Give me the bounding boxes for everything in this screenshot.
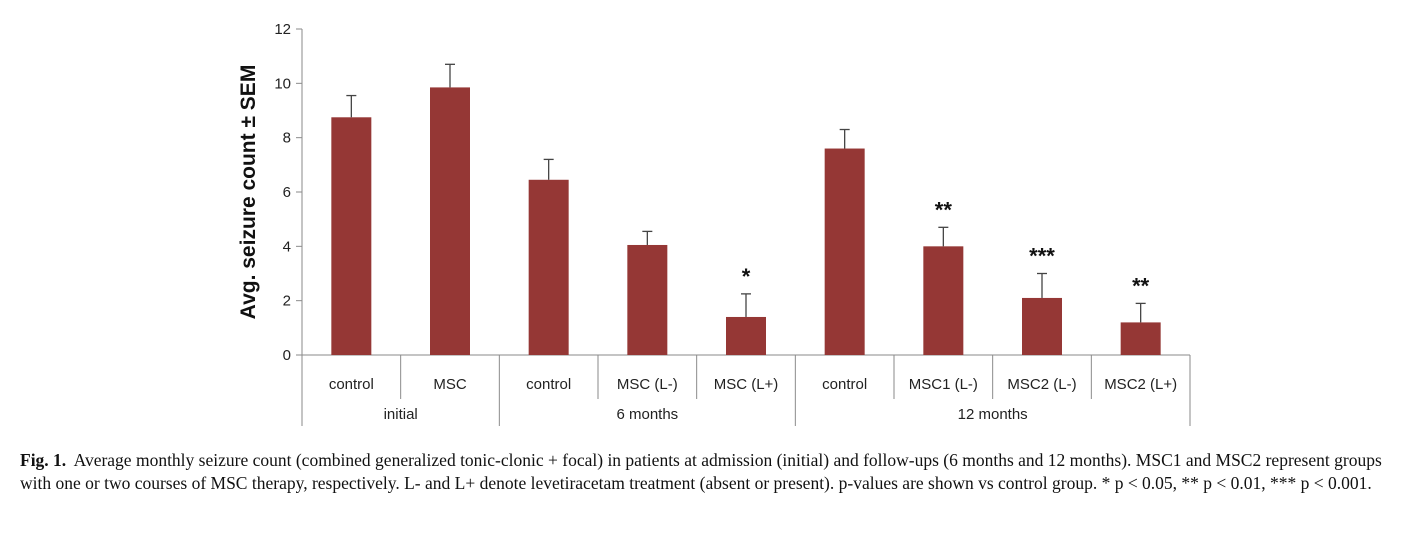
bar [923,246,964,355]
bar [1120,322,1161,355]
x-category-label: MSC (L-) [617,376,678,393]
y-tick-label: 0 [283,347,291,364]
significance-marker: ** [935,197,953,222]
significance-marker: *** [1029,244,1055,269]
x-category-label: control [822,376,867,393]
bar [528,179,569,355]
x-group-label: 6 months [616,406,678,423]
bar [430,87,470,356]
x-category-label: MSC2 (L-) [1007,376,1076,393]
significance-marker: * [742,264,751,289]
bar [331,117,372,356]
y-tick-label: 4 [283,238,291,255]
caption-text: Average monthly seizure count (combined … [20,450,1382,493]
x-category-label: control [329,376,374,393]
y-tick-label: 2 [283,293,291,310]
x-group-label: initial [384,406,418,423]
bar [1022,297,1062,355]
y-ticks: 0 2 4 6 8 10 12 [274,21,302,364]
x-category-label: MSC1 (L-) [909,376,978,393]
x-group-label: 12 months [958,406,1028,423]
x-category-label: MSC (L+) [714,376,779,393]
figure-caption: Fig. 1. Average monthly seizure count (c… [20,449,1410,495]
bar [824,148,865,355]
x-category-label: control [526,376,571,393]
y-tick-label: 6 [283,184,291,201]
y-tick-label: 12 [274,21,291,38]
figure-label: Fig. 1. [20,450,67,470]
y-axis-label: Avg. seizure count ± SEM [237,65,260,320]
significance-marker: ** [1132,273,1150,298]
x-category-label: MSC2 (L+) [1104,376,1177,393]
y-tick-label: 10 [274,75,291,92]
x-category-label: MSC [433,376,467,393]
bar [726,316,766,355]
bar [627,244,668,355]
y-tick-label: 8 [283,130,291,147]
bars: ******** [331,63,1161,356]
x-categories: control MSC control MSC (L-) MSC (L+) control… [329,355,1191,426]
